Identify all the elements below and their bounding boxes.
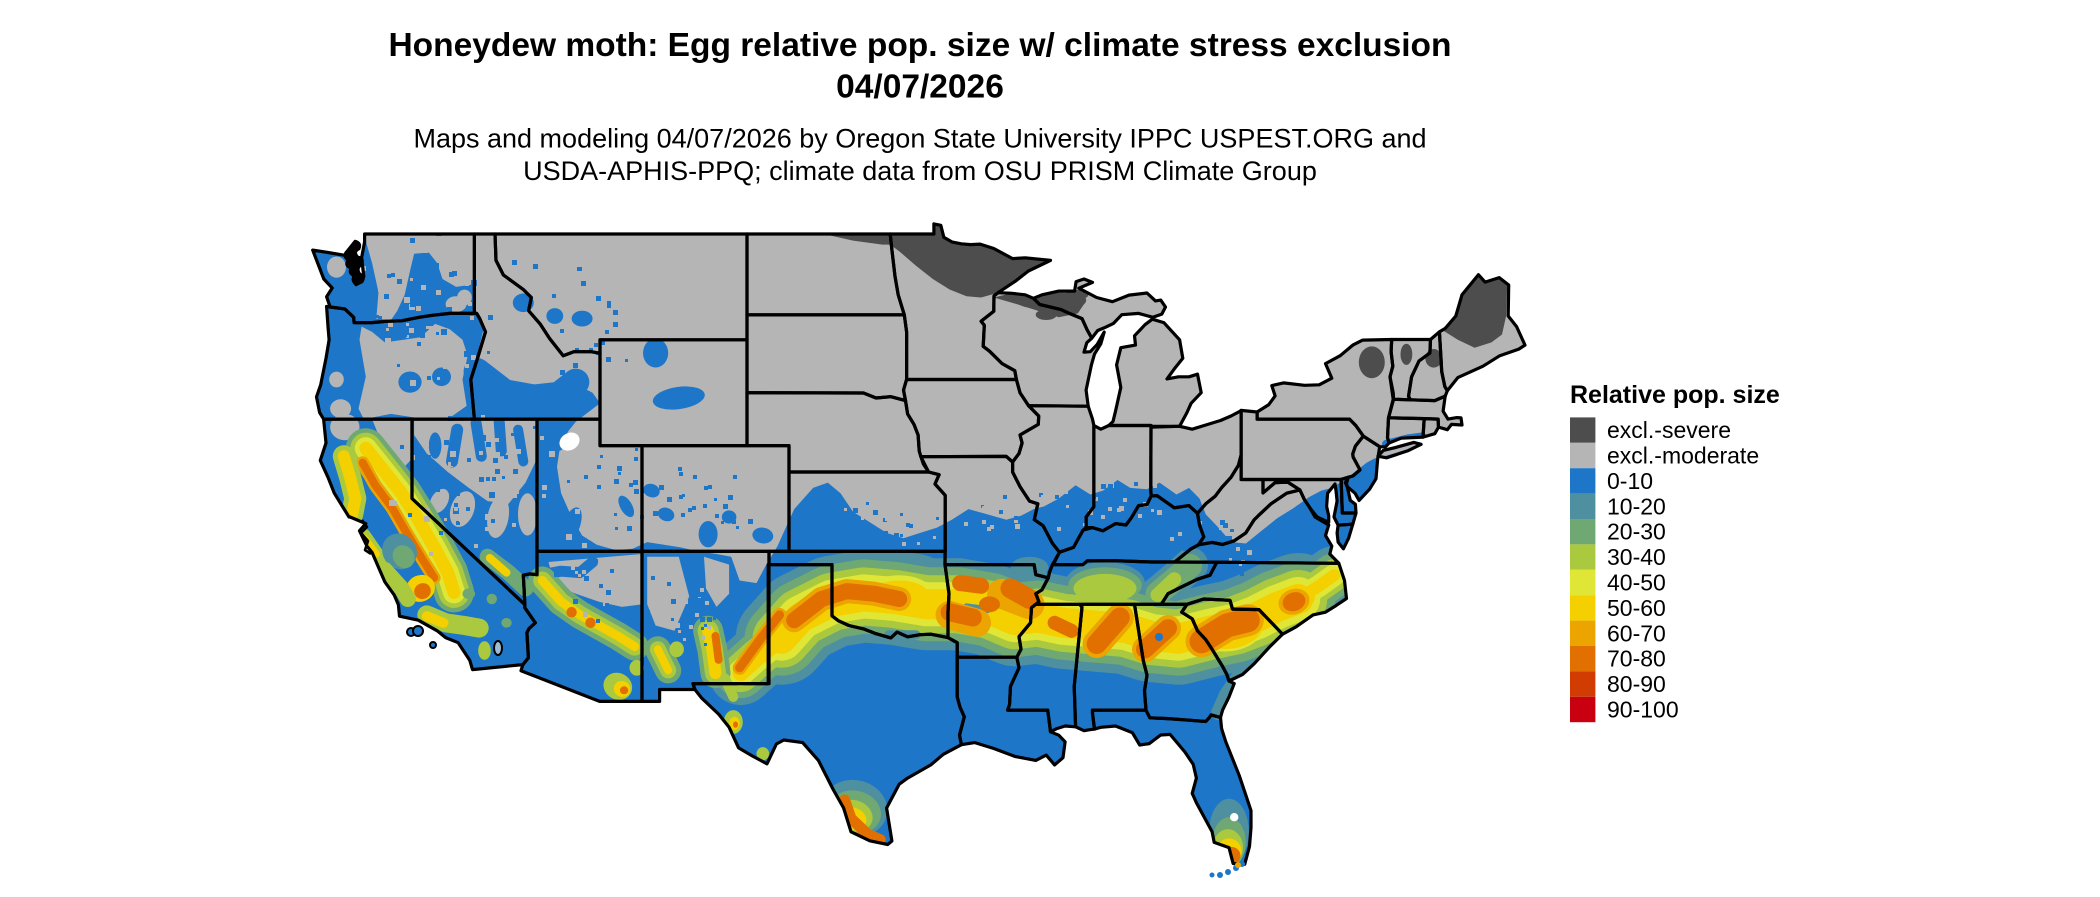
svg-text:04/07/2026: 04/07/2026: [836, 69, 1004, 106]
svg-text:USDA-APHIS-PPQ; climate data f: USDA-APHIS-PPQ; climate data from OSU PR…: [523, 156, 1317, 186]
svg-text:70-80: 70-80: [1607, 646, 1666, 672]
svg-text:Honeydew moth: Egg relative po: Honeydew moth: Egg relative pop. size w/…: [388, 27, 1451, 64]
svg-text:90-100: 90-100: [1607, 697, 1679, 723]
svg-text:excl.-severe: excl.-severe: [1607, 417, 1731, 443]
svg-text:60-70: 60-70: [1607, 620, 1666, 646]
svg-text:20-30: 20-30: [1607, 519, 1666, 545]
svg-text:30-40: 30-40: [1607, 544, 1666, 570]
svg-text:Relative pop. size: Relative pop. size: [1570, 381, 1780, 409]
svg-text:40-50: 40-50: [1607, 570, 1666, 596]
svg-text:0-10: 0-10: [1607, 468, 1653, 494]
svg-text:10-20: 10-20: [1607, 493, 1666, 519]
svg-text:Maps and modeling 04/07/2026 b: Maps and modeling 04/07/2026 by Oregon S…: [413, 124, 1426, 154]
svg-text:50-60: 50-60: [1607, 595, 1666, 621]
svg-text:80-90: 80-90: [1607, 671, 1666, 697]
svg-text:excl.-moderate: excl.-moderate: [1607, 443, 1759, 469]
